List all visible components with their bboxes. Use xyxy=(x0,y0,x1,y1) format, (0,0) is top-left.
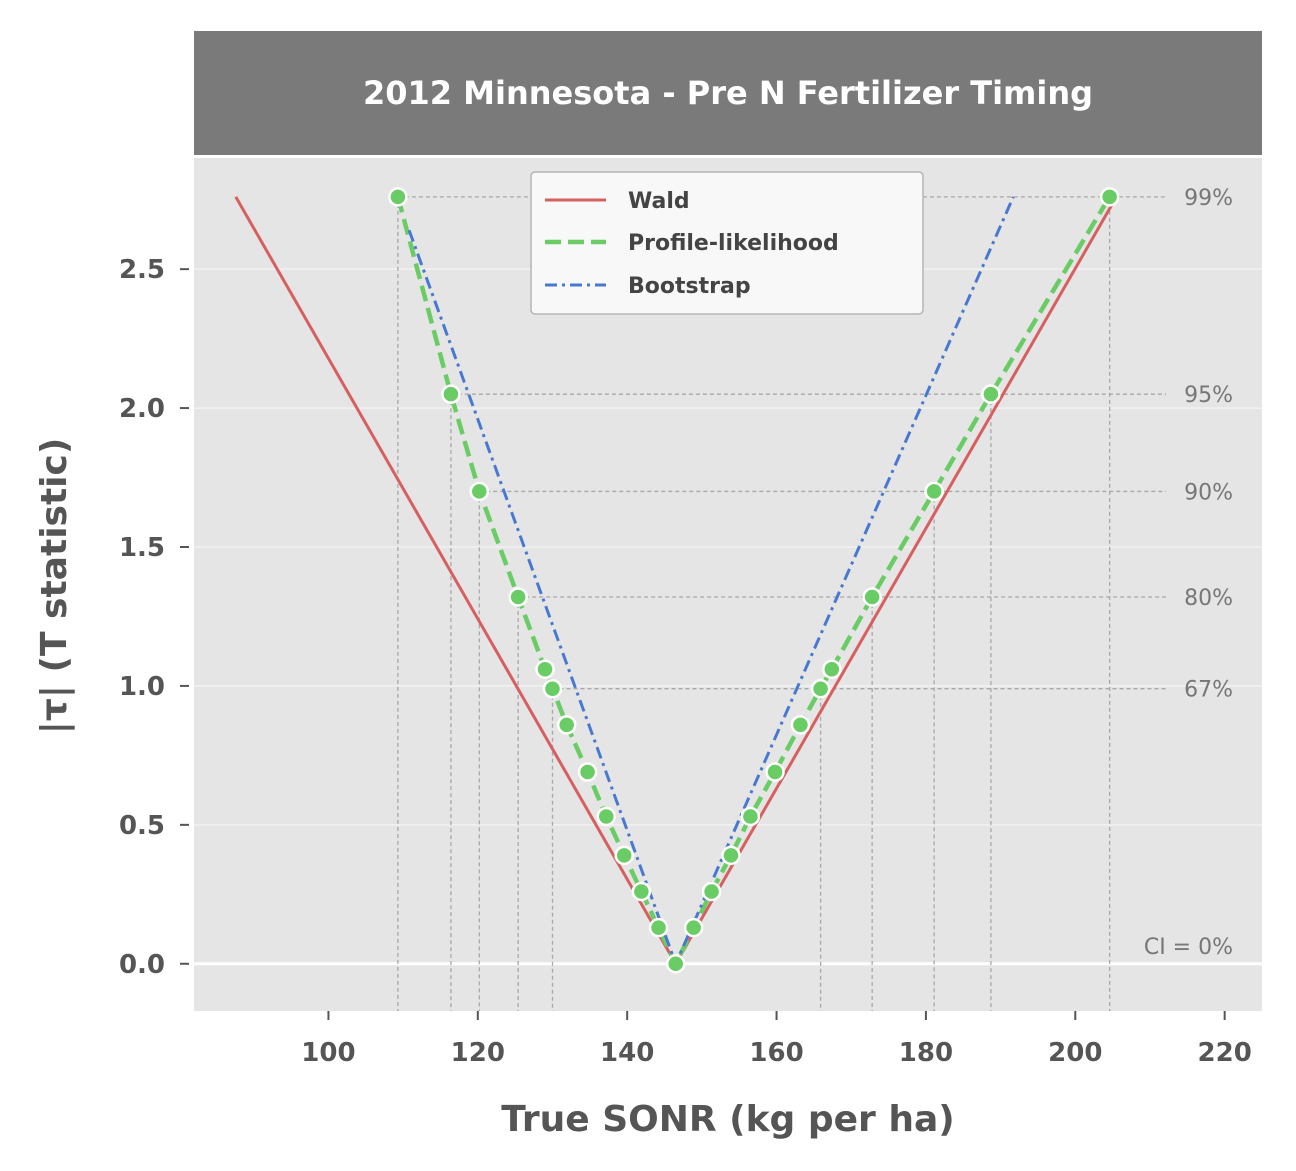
marker-profile-likelihood-7 xyxy=(577,762,598,782)
x-tick-label-220: 220 xyxy=(1198,1038,1252,1068)
marker-profile-likelihood-14 xyxy=(701,881,722,902)
ci-reference-lines xyxy=(397,196,1166,1011)
marker-profile-likelihood-4 xyxy=(535,659,555,679)
legend-label-profile-likelihood: Profile-likelihood xyxy=(628,231,839,256)
marker-profile-likelihood-22 xyxy=(924,481,944,502)
marker-profile-likelihood-2 xyxy=(469,481,490,502)
marker-profile-likelihood-21 xyxy=(862,587,882,607)
ci-label-ci-0: CI = 0% xyxy=(1144,935,1233,960)
marker-profile-likelihood-9 xyxy=(614,845,634,866)
marker-profile-likelihood-20 xyxy=(822,659,842,679)
x-axis-title: True SONR (kg per ha) xyxy=(501,1099,954,1140)
marker-profile-likelihood-18 xyxy=(790,715,811,735)
ci-label-90: 90% xyxy=(1184,480,1233,505)
x-tick-label-200: 200 xyxy=(1048,1038,1102,1068)
marker-profile-likelihood-19 xyxy=(810,678,831,699)
marker-profile-likelihood-10 xyxy=(631,881,652,902)
marker-profile-likelihood-16 xyxy=(740,806,761,827)
marker-profile-likelihood-5 xyxy=(542,678,563,699)
y-axis-title: |τ| (T statistic) xyxy=(34,438,75,735)
marker-profile-likelihood-8 xyxy=(596,806,617,827)
legend: Wald Profile-likelihood Bootstrap xyxy=(530,171,924,315)
x-axis-ticks: 100 120 140 160 180 200 220 xyxy=(301,1011,1252,1068)
ci-label-99: 99% xyxy=(1184,186,1233,211)
marker-profile-likelihood-15 xyxy=(721,845,741,866)
profile-likelihood-markers xyxy=(388,187,1120,974)
marker-profile-likelihood-3 xyxy=(508,587,528,607)
grid-lines xyxy=(194,268,1262,966)
marker-profile-likelihood-24 xyxy=(1099,187,1120,207)
x-tick-label-180: 180 xyxy=(899,1038,953,1068)
marker-profile-likelihood-13 xyxy=(683,917,704,938)
marker-profile-likelihood-17 xyxy=(765,762,785,782)
ci-label-95: 95% xyxy=(1184,383,1233,408)
marker-profile-likelihood-0 xyxy=(388,187,408,207)
marker-profile-likelihood-6 xyxy=(556,715,577,735)
marker-profile-likelihood-23 xyxy=(981,384,1001,404)
x-tick-label-100: 100 xyxy=(301,1038,355,1068)
x-tick-label-120: 120 xyxy=(451,1038,505,1068)
legend-label-bootstrap: Bootstrap xyxy=(628,274,751,299)
ci-label-67: 67% xyxy=(1184,678,1233,703)
title-strip xyxy=(194,31,1262,155)
y-tick-label-0-5: 0.5 xyxy=(119,811,165,841)
x-tick-label-160: 160 xyxy=(749,1038,803,1068)
y-tick-label-2-0: 2.0 xyxy=(119,394,165,424)
ci-level-labels: CI = 0% 67% 80% 90% 95% 99% xyxy=(1144,186,1233,960)
marker-profile-likelihood-11 xyxy=(648,917,669,938)
legend-label-wald: Wald xyxy=(628,189,690,214)
y-axis-ticks: 0.0 0.5 1.0 1.5 2.0 2.5 xyxy=(119,255,189,980)
marker-profile-likelihood-12 xyxy=(665,954,686,974)
chart-title: 2012 Minnesota - Pre N Fertilizer Timing xyxy=(363,74,1093,112)
marker-profile-likelihood-1 xyxy=(441,384,461,404)
ci-label-80: 80% xyxy=(1184,586,1233,611)
y-tick-label-0-0: 0.0 xyxy=(119,950,165,980)
x-tick-label-140: 140 xyxy=(600,1038,654,1068)
legend-box xyxy=(530,171,924,315)
y-tick-label-1-0: 1.0 xyxy=(119,672,165,702)
y-tick-label-2-5: 2.5 xyxy=(119,255,165,285)
y-tick-label-1-5: 1.5 xyxy=(119,533,165,563)
